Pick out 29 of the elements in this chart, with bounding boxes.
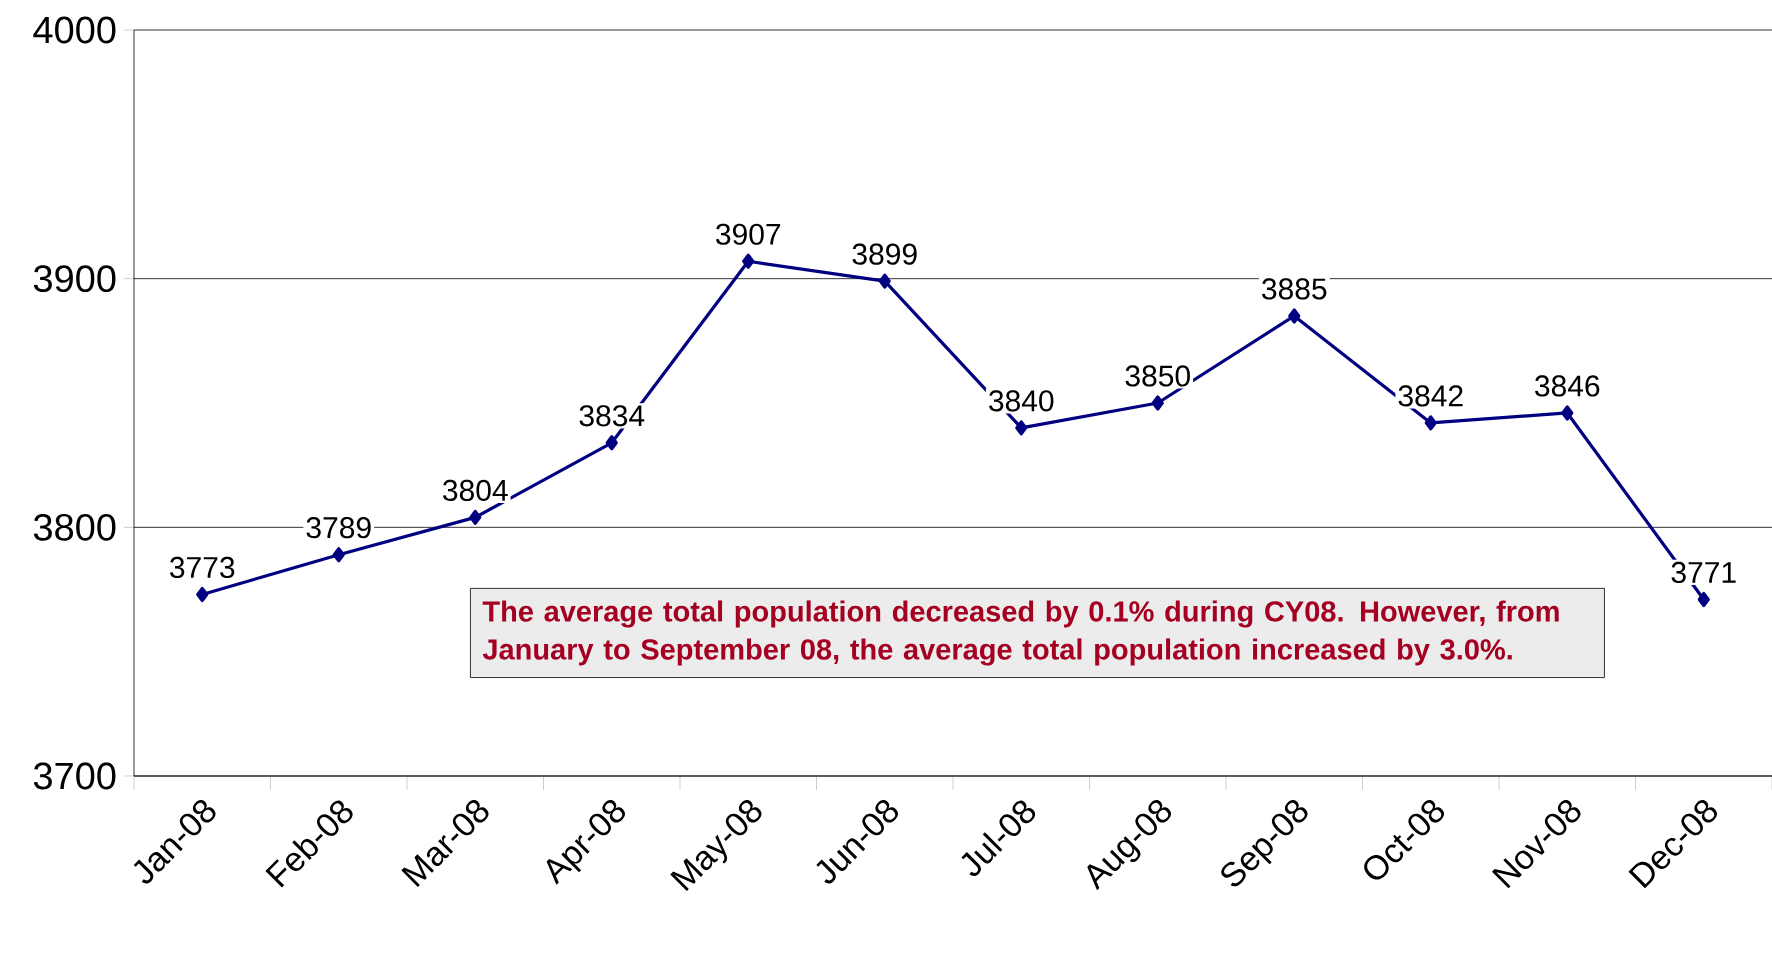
point — [196, 586, 209, 603]
data-label: 3771 — [1671, 561, 1736, 584]
point — [1561, 405, 1574, 421]
point — [469, 509, 482, 525]
point — [878, 273, 891, 289]
data-label: 3842 — [1398, 385, 1463, 407]
point — [1288, 308, 1301, 324]
y-tick-label: 3700 — [33, 762, 116, 790]
point — [742, 253, 755, 269]
point — [1697, 591, 1710, 608]
data-label: 3885 — [1262, 278, 1327, 300]
y-tick-label: 3900 — [33, 265, 116, 293]
y-tick-label: 3800 — [33, 513, 116, 541]
data-label: 3850 — [1125, 365, 1190, 387]
point — [332, 547, 345, 563]
data-label: 3789 — [306, 517, 371, 539]
point — [1015, 420, 1028, 436]
data-label: 3804 — [443, 479, 508, 501]
data-label: 3846 — [1535, 375, 1600, 397]
data-label: 3899 — [852, 243, 917, 265]
data-label: 3773 — [170, 556, 235, 579]
data-label: 3834 — [579, 405, 645, 427]
data-label: 3840 — [989, 390, 1054, 412]
data-label: 3907 — [716, 223, 781, 245]
annotation: The average total population decreased by 0.1% during CY08. However, from January to September 08, the average total population increased by 3.0%. — [482, 600, 1559, 666]
point — [1424, 415, 1437, 431]
y-tick-label: 4000 — [33, 16, 116, 44]
point — [605, 435, 618, 451]
point — [1151, 395, 1164, 411]
